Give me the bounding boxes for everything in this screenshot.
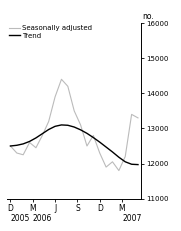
Trend bbox=[28, 140, 31, 143]
Seasonally adjusted bbox=[79, 124, 82, 126]
Seasonally adjusted bbox=[16, 152, 18, 154]
Seasonally adjusted bbox=[22, 153, 24, 156]
Seasonally adjusted bbox=[67, 85, 69, 88]
Seasonally adjusted bbox=[60, 78, 63, 81]
Seasonally adjusted bbox=[86, 145, 88, 147]
Seasonally adjusted bbox=[137, 116, 139, 119]
Seasonally adjusted bbox=[35, 146, 37, 149]
Seasonally adjusted bbox=[131, 113, 133, 116]
Trend bbox=[60, 124, 63, 126]
Seasonally adjusted bbox=[92, 134, 94, 137]
Trend bbox=[73, 126, 75, 128]
Trend bbox=[67, 124, 69, 127]
Trend bbox=[137, 163, 139, 166]
Trend bbox=[86, 132, 88, 135]
Trend bbox=[48, 128, 50, 131]
Seasonally adjusted bbox=[73, 109, 75, 112]
Trend bbox=[9, 145, 12, 147]
Trend bbox=[111, 151, 113, 153]
Seasonally adjusted bbox=[105, 166, 107, 168]
Text: 2007: 2007 bbox=[122, 214, 141, 223]
Trend bbox=[124, 160, 126, 163]
Text: 2006: 2006 bbox=[33, 214, 52, 223]
Seasonally adjusted bbox=[111, 160, 113, 163]
Trend bbox=[41, 132, 43, 135]
Trend bbox=[79, 128, 82, 131]
Seasonally adjusted bbox=[41, 134, 43, 137]
Trend bbox=[118, 156, 120, 159]
Trend bbox=[105, 146, 107, 149]
Text: no.: no. bbox=[142, 12, 154, 21]
Seasonally adjusted bbox=[124, 155, 126, 158]
Seasonally adjusted bbox=[28, 141, 31, 144]
Line: Seasonally adjusted: Seasonally adjusted bbox=[10, 79, 138, 170]
Seasonally adjusted bbox=[118, 169, 120, 172]
Trend bbox=[131, 163, 133, 166]
Text: 2005: 2005 bbox=[10, 214, 30, 223]
Legend: Seasonally adjusted, Trend: Seasonally adjusted, Trend bbox=[9, 24, 92, 39]
Seasonally adjusted bbox=[54, 95, 56, 98]
Trend bbox=[99, 141, 101, 143]
Seasonally adjusted bbox=[48, 120, 50, 123]
Trend bbox=[54, 125, 56, 128]
Trend bbox=[16, 144, 18, 147]
Trend bbox=[35, 137, 37, 139]
Seasonally adjusted bbox=[9, 145, 12, 147]
Trend bbox=[92, 136, 94, 139]
Trend bbox=[22, 143, 24, 145]
Seasonally adjusted bbox=[99, 152, 101, 154]
Line: Trend: Trend bbox=[10, 125, 138, 165]
